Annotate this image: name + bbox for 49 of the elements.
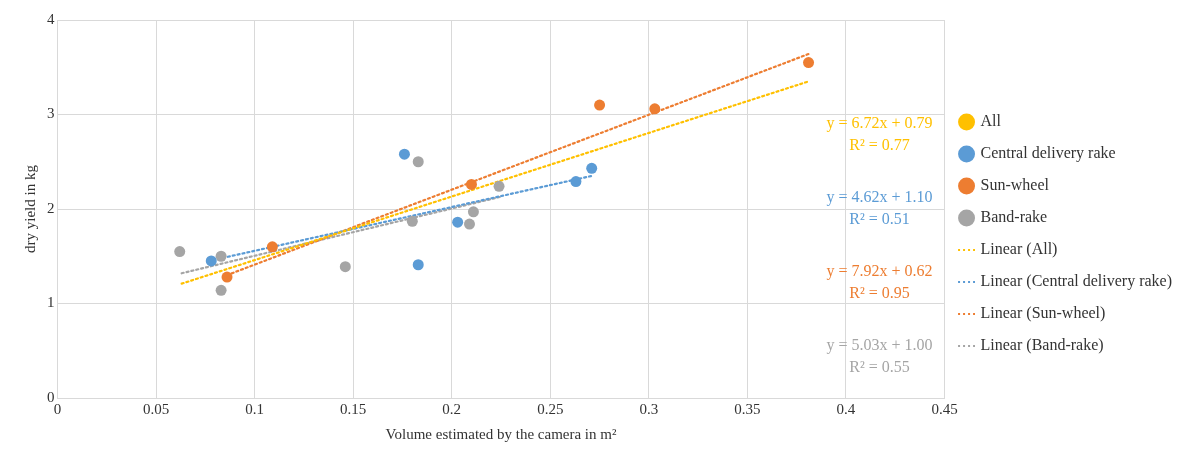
- annotation: y = 4.62x + 1.10 R² = 0.51: [826, 188, 933, 228]
- point: [452, 216, 464, 228]
- x-tick-label: 0.05: [142, 400, 170, 417]
- point: [412, 259, 424, 271]
- point: [205, 255, 217, 267]
- x-tick-label: 0.4: [836, 400, 856, 417]
- legend-label: All: [980, 112, 1002, 130]
- y-tick-label: 4: [47, 10, 55, 27]
- annotation: y = 6.72x + 0.79 R² = 0.77: [826, 114, 933, 154]
- point: [586, 162, 598, 174]
- point: [803, 57, 815, 69]
- point: [467, 206, 479, 218]
- point: [406, 215, 418, 227]
- x-tick-label: 0.25: [537, 400, 564, 417]
- annotation: y = 5.03x + 1.00 R² = 0.55: [826, 336, 933, 376]
- x-tick-label: 0.45: [931, 400, 958, 417]
- legend-label: Band-rake: [980, 208, 1048, 226]
- annotation: y = 7.92x + 0.62 R² = 0.95: [826, 262, 933, 302]
- point: [221, 271, 233, 283]
- y-tick-label: 3: [47, 105, 55, 122]
- point: [339, 261, 351, 273]
- x-axis-title: Volume estimated by the camera in m²: [385, 425, 617, 442]
- point: [649, 103, 661, 115]
- point: [463, 218, 475, 230]
- y-tick-label: 1: [47, 294, 55, 311]
- point: [398, 148, 410, 160]
- point: [493, 180, 505, 192]
- x-tick-label: 0.1: [245, 400, 264, 417]
- legend-label: Linear (Band-rake): [980, 336, 1104, 355]
- legend-label: Central delivery rake: [980, 144, 1116, 163]
- point: [465, 178, 477, 190]
- point: [594, 99, 606, 111]
- legend-label: Sun-wheel: [980, 176, 1050, 194]
- x-tick-label: 0.2: [442, 400, 462, 417]
- x-tick-label: 0.35: [734, 400, 761, 417]
- y-axis-title: dry yield in kg: [21, 164, 38, 253]
- legend-label: Linear (Sun-wheel): [980, 304, 1106, 323]
- x-tick-label: 0.3: [639, 400, 659, 417]
- point: [215, 284, 227, 296]
- point: [266, 241, 278, 253]
- y-tick-label: 2: [47, 199, 55, 216]
- point: [570, 176, 582, 188]
- legend-label: Linear (Central delivery rake): [980, 272, 1172, 291]
- y-tick-label: 0: [47, 388, 55, 405]
- point: [412, 156, 424, 168]
- point: [215, 250, 227, 262]
- x-tick-label: 0.15: [340, 400, 367, 417]
- point: [174, 246, 186, 258]
- legend-label: Linear (All): [980, 240, 1058, 259]
